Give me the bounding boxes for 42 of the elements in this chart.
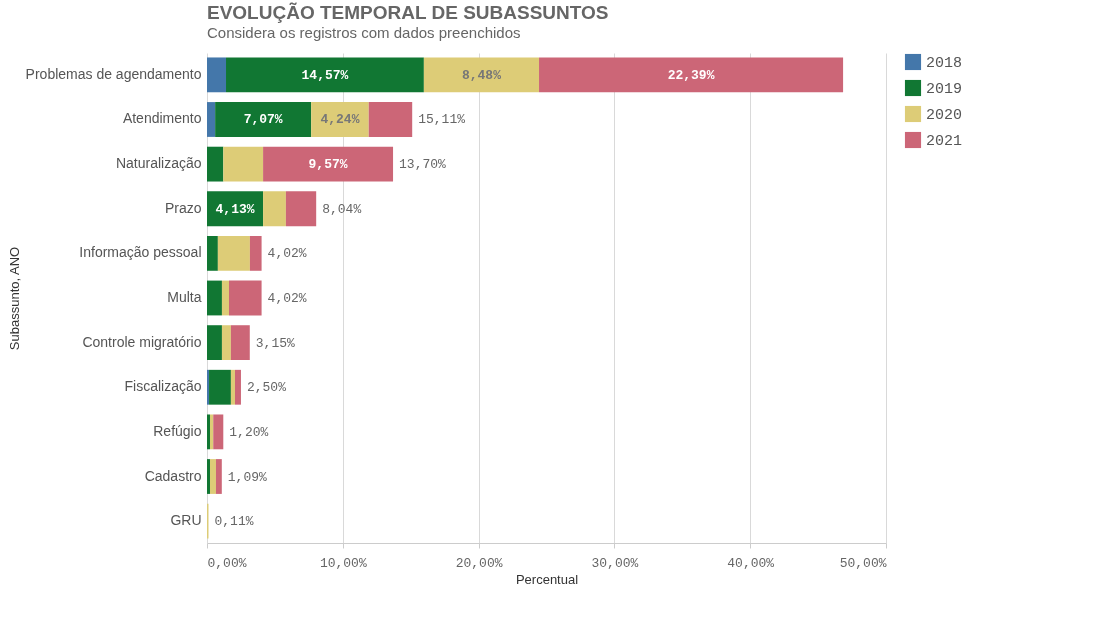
y-tick-label: Prazo — [164, 199, 202, 216]
total-label: 2,50% — [246, 380, 287, 396]
total-label: 4,02% — [267, 246, 307, 262]
x-tick-label: 40,00% — [727, 555, 775, 571]
data-label: 9,57% — [308, 157, 348, 173]
total-label: 0,11% — [214, 514, 254, 530]
total-label: 13,70% — [399, 157, 447, 173]
total-label: 15,11% — [418, 112, 466, 128]
data-label: 8,48% — [461, 67, 502, 83]
y-tick-label: Problemas de agendamento — [25, 65, 202, 82]
legend-label: 2021 — [926, 133, 963, 150]
chart-subtitle: Considera os registros com dados preenchidos — [207, 24, 521, 41]
total-label: 4,02% — [267, 291, 307, 306]
y-axis-title: Subassunto, ANO — [6, 246, 22, 351]
total-label: 3,15% — [255, 335, 295, 351]
chart-title: EVOLUÇÃO TEMPORAL DE SUBASSUNTOS — [207, 2, 609, 23]
y-tick-label: Informação pessoal — [79, 244, 202, 261]
data-label: 7,07% — [243, 112, 283, 128]
y-tick-label: Refúgio — [153, 422, 202, 439]
legend-label: 2018 — [926, 55, 963, 72]
data-label: 22,39% — [667, 67, 715, 83]
y-tick-label: Cadastro — [144, 467, 202, 484]
y-tick-label: Multa — [167, 289, 202, 305]
x-tick-label: 30,00% — [591, 555, 639, 571]
data-label: 14,57% — [301, 67, 349, 83]
y-tick-label: Naturalização — [115, 155, 202, 172]
total-label: 1,20% — [229, 424, 269, 440]
y-tick-label: GRU — [170, 512, 202, 529]
x-tick-label: 10,00% — [319, 555, 367, 571]
legend-label: 2020 — [926, 107, 963, 124]
total-label: 1,09% — [227, 469, 268, 485]
x-axis-title: Percentual — [515, 571, 579, 587]
y-tick-label: Atendimento — [122, 110, 202, 127]
x-tick-label: 0,00% — [207, 555, 247, 571]
y-tick-label: Fiscalização — [124, 378, 202, 395]
legend-label: 2019 — [926, 81, 963, 98]
data-label: 4,24% — [320, 112, 360, 128]
total-label: 8,04% — [322, 201, 362, 217]
x-tick-label: 50,00% — [839, 555, 887, 571]
y-tick-label: Controle migratório — [82, 333, 202, 350]
data-label: 4,13% — [215, 201, 255, 217]
x-tick-label: 20,00% — [455, 555, 503, 571]
